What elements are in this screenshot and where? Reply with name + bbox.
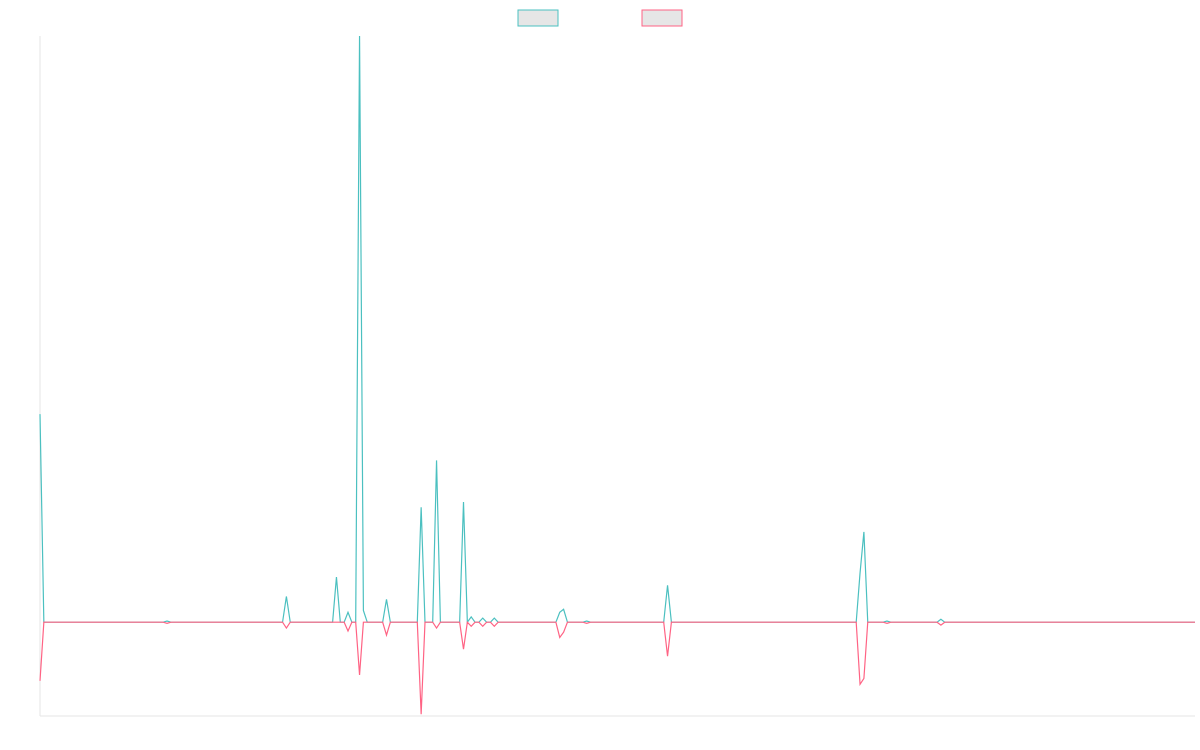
legend-swatch xyxy=(517,9,559,27)
series-line xyxy=(39,620,1195,715)
legend-swatch xyxy=(641,9,683,27)
series-line xyxy=(39,35,1195,624)
